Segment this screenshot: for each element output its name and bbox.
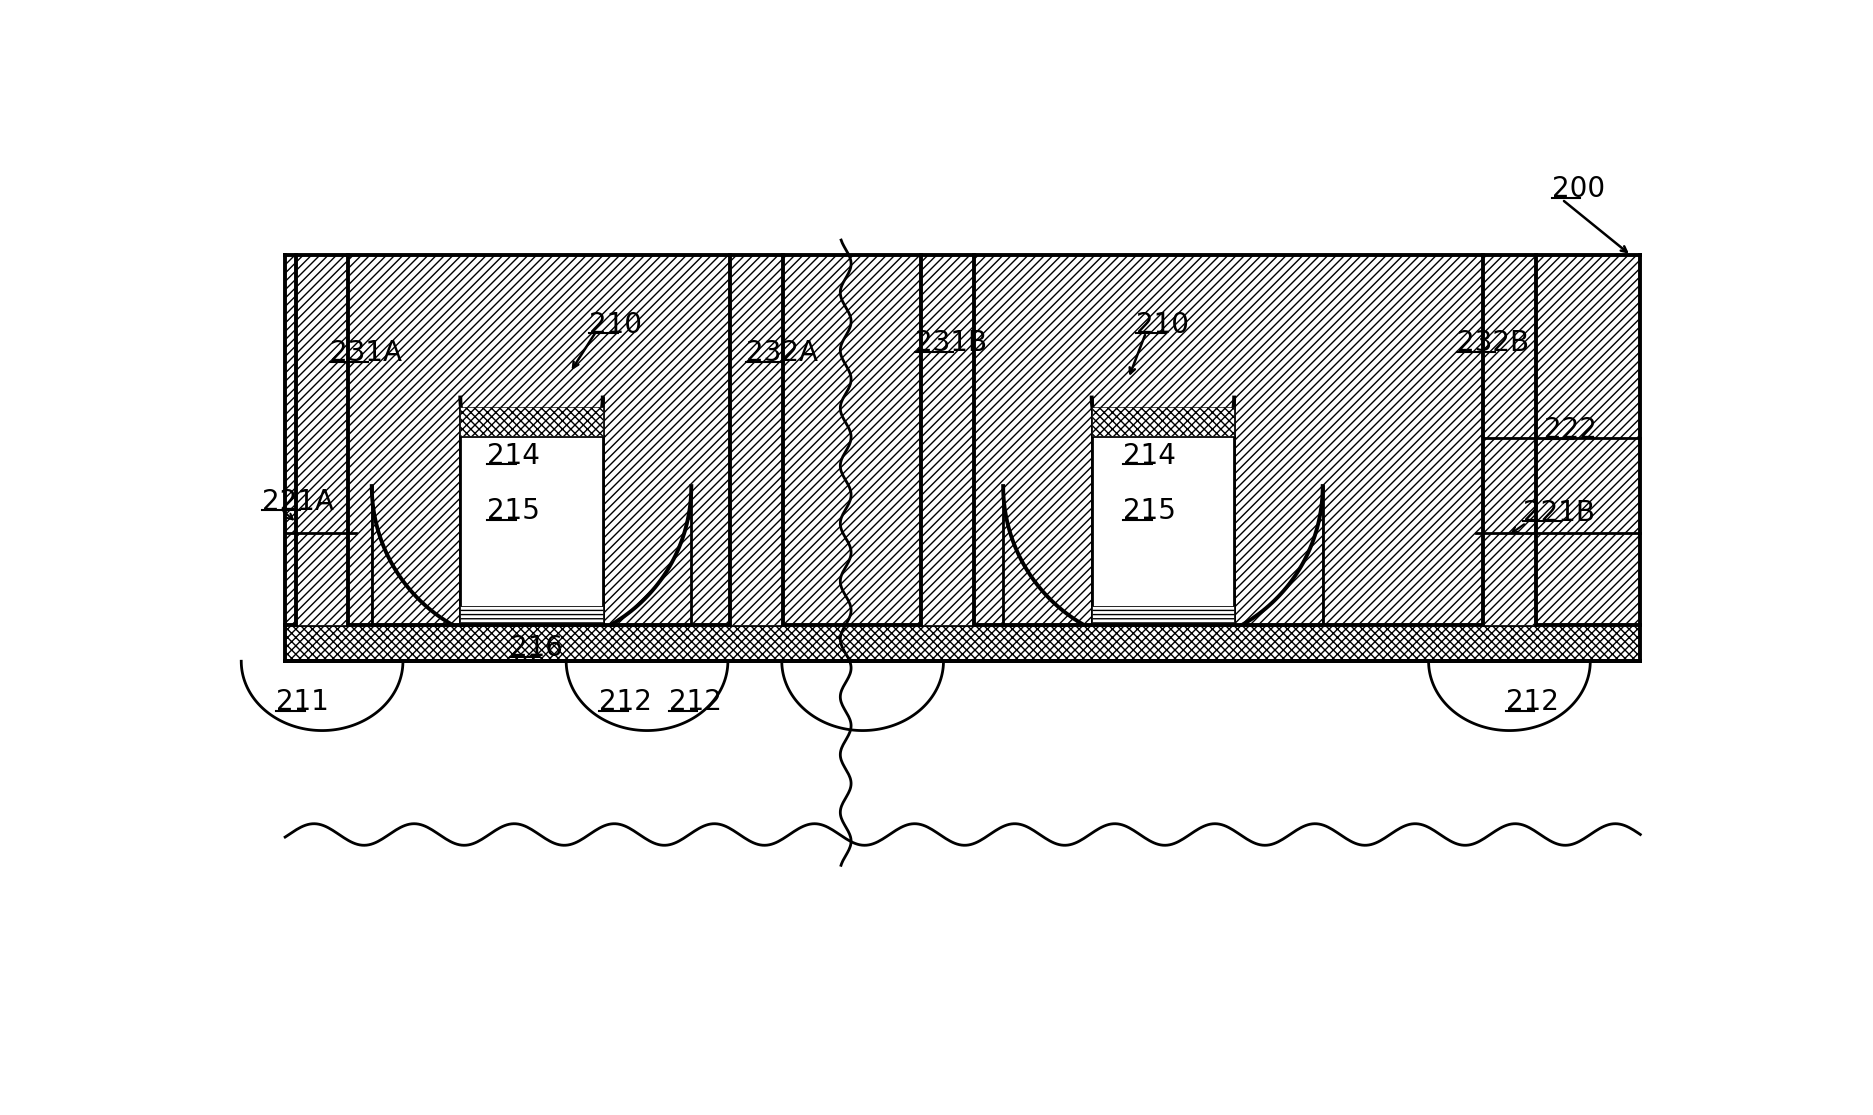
Polygon shape — [1002, 398, 1322, 646]
Text: 231B: 231B — [914, 329, 987, 357]
Text: 210: 210 — [588, 311, 642, 339]
Text: 210: 210 — [1135, 311, 1187, 339]
Bar — [285, 626, 1639, 661]
Text: 215: 215 — [1122, 497, 1174, 525]
Text: 212: 212 — [1504, 688, 1558, 716]
Bar — [285, 255, 1639, 632]
Bar — [730, 255, 783, 626]
Text: 222: 222 — [1543, 416, 1596, 444]
Polygon shape — [242, 661, 403, 730]
Bar — [1092, 407, 1234, 436]
Polygon shape — [371, 398, 691, 646]
Text: 212: 212 — [599, 688, 652, 716]
Text: 211: 211 — [275, 688, 328, 716]
Text: 221B: 221B — [1523, 498, 1594, 526]
Text: 214: 214 — [487, 442, 539, 469]
Polygon shape — [781, 661, 942, 730]
Bar — [461, 436, 603, 626]
Bar — [461, 407, 603, 436]
Text: 231A: 231A — [330, 339, 401, 367]
Text: 216: 216 — [509, 634, 562, 662]
Text: 221A: 221A — [262, 488, 333, 516]
Polygon shape — [1427, 661, 1590, 730]
Text: 200: 200 — [1551, 175, 1603, 203]
Bar — [1482, 255, 1534, 626]
Bar — [1092, 436, 1234, 626]
Bar — [285, 661, 1639, 746]
Bar — [922, 255, 972, 626]
Text: 215: 215 — [487, 497, 539, 525]
Bar — [1092, 605, 1234, 626]
Text: 232A: 232A — [745, 339, 817, 367]
Bar — [461, 605, 603, 626]
Polygon shape — [566, 661, 727, 730]
Text: 212: 212 — [669, 688, 721, 716]
Bar — [296, 255, 348, 626]
Text: 232B: 232B — [1457, 329, 1528, 357]
Text: 214: 214 — [1122, 442, 1174, 469]
Bar — [285, 255, 1639, 632]
